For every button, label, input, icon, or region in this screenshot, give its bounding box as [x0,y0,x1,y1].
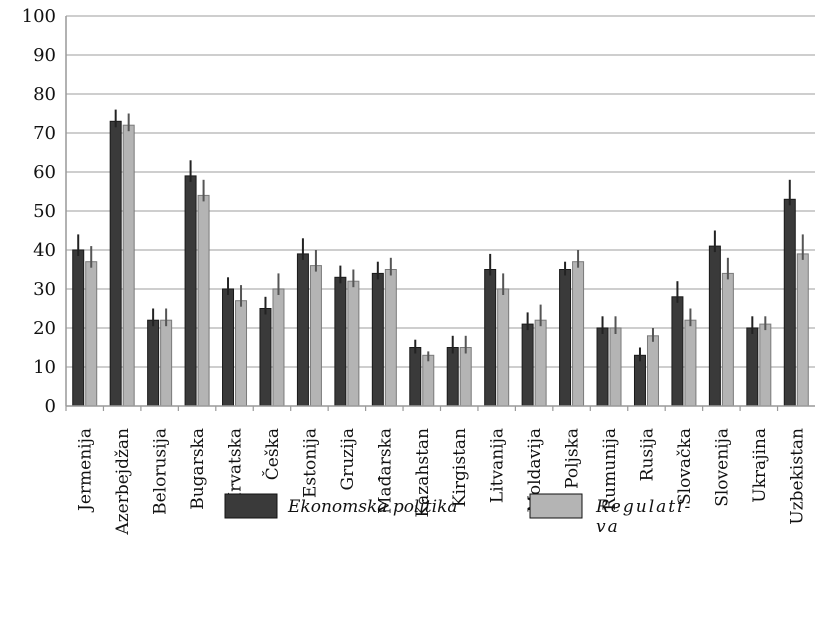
bar [259,308,272,407]
x-category-label: Belorusija [151,428,171,515]
bar [334,276,347,407]
x-category-label: Rusija [637,428,657,481]
y-tick-label: 100 [22,6,56,27]
y-tick-label: 60 [33,162,56,183]
legend-swatch-ekonomska-politika [224,493,278,519]
y-axis-ticks: 0 10 20 30 40 50 60 70 80 90 100 [22,6,56,417]
bar [85,261,98,407]
bar [596,327,609,407]
legend-label-regulativa-line2: va [596,517,620,537]
y-tick-label: 10 [33,357,56,378]
x-category-label: Slovačka [675,428,695,505]
x-category-label: Jermenija [76,428,96,513]
y-tick-label: 70 [33,123,56,144]
bar [796,253,809,407]
bar [235,300,248,407]
y-tick-label: 90 [33,45,56,66]
gridlines [66,15,815,368]
bar [347,280,360,407]
x-category-label: Hrvatska [226,428,246,507]
y-tick-label: 80 [33,84,56,105]
y-tick-label: 40 [33,240,56,261]
bar [746,327,759,407]
x-category-label: Kirgistan [450,428,470,507]
bar [109,120,122,407]
x-category-label: Moldavija [525,428,545,513]
legend-label-regulativa-line1: Regulati- [595,497,692,517]
bar [609,327,622,407]
bar [409,347,422,407]
bar [309,265,322,407]
bar [384,269,397,407]
x-axis-labels: Jermenija Azerbejdžan Belorusija Bugarska Hr… [76,428,808,536]
y-tick-label: 0 [45,396,56,417]
y-tick-label: 20 [33,318,56,339]
bar [272,288,285,407]
bar [122,124,135,407]
bar [684,319,697,407]
bar [759,323,772,407]
bar [197,194,210,407]
bar [184,175,197,407]
bar [459,347,472,407]
x-category-label: Litvanija [488,428,508,503]
bar [671,296,684,407]
legend: Ekonomska politika Regulati- va [224,493,692,537]
x-category-label: Kazahstan [413,428,433,518]
bar [446,347,459,407]
y-tick-label: 30 [33,279,56,300]
bar [534,319,547,407]
bar [521,323,534,407]
x-category-label: Mađarska [375,428,395,514]
x-category-label: Uzbekistan [787,428,807,525]
bars [65,109,809,411]
bar [296,253,309,407]
x-category-label: Bugarska [188,428,208,510]
bar [147,319,160,407]
bar [559,269,572,407]
x-category-label: Poljska [563,428,583,489]
legend-label-ekonomska-politika: Ekonomska politika [287,497,458,517]
bar [783,198,796,407]
bar [721,272,734,407]
bar [633,354,646,407]
x-category-label: Ukrajina [750,428,770,503]
bar [72,249,85,407]
x-category-label: Estonija [300,428,320,498]
x-category-label: Češka [262,428,283,480]
bar [160,319,173,407]
bar [572,261,585,407]
x-category-label: Slovenija [712,428,732,507]
bar [646,335,659,407]
bar [708,245,721,407]
bar [497,288,510,407]
bar [222,288,235,407]
legend-swatch-regulativa [529,493,583,519]
x-category-label: Azerbejdžan [113,428,133,536]
y-tick-label: 50 [33,201,56,222]
x-category-label: Gruzija [338,428,358,490]
x-category-label: Rumunija [600,428,620,511]
bar [371,272,384,407]
bar [422,354,435,407]
bar [484,269,497,407]
